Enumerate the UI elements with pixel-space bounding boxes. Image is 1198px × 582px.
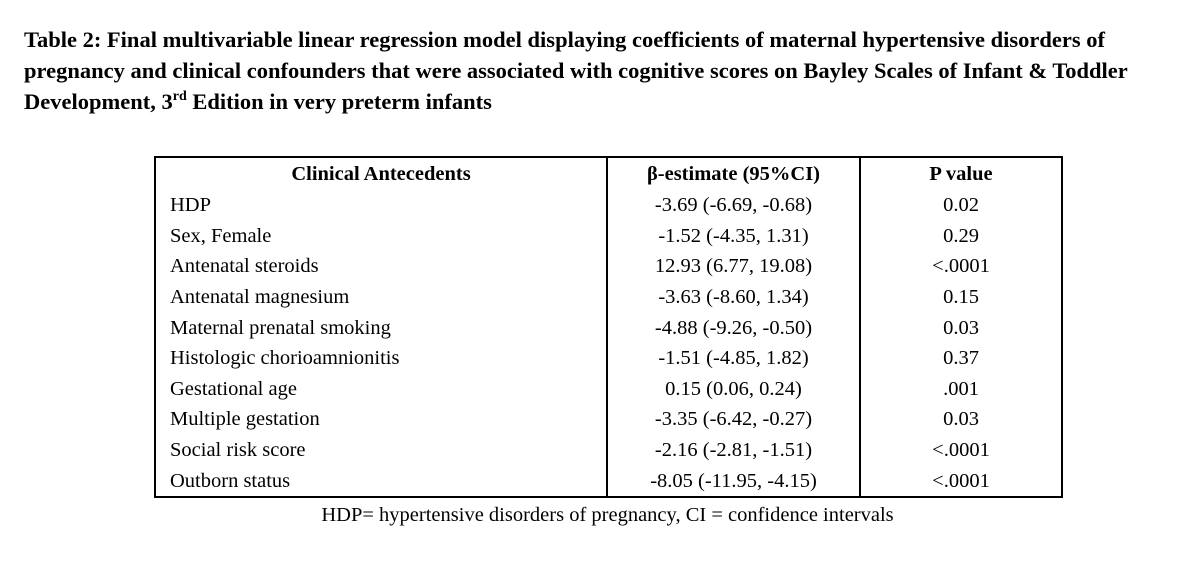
antecedent-cell: Sex, Female [154, 220, 608, 252]
antecedent-cell: Outborn status [154, 465, 608, 498]
table-row: Outborn status -8.05 (-11.95, -4.15) <.0… [154, 465, 1063, 498]
antecedent-cell: Maternal prenatal smoking [154, 312, 608, 343]
antecedent-cell: Multiple gestation [154, 404, 608, 435]
table-footnote: HDP= hypertensive disorders of pregnancy… [321, 504, 894, 526]
estimate-cell: -4.88 (-9.26, -0.50) [606, 312, 861, 343]
table-row: Antenatal magnesium -3.63 (-8.60, 1.34) … [154, 281, 1063, 313]
table-row: Social risk score -2.16 (-2.81, -1.51) <… [154, 434, 1063, 466]
caption-text-end: Edition in very preterm infants [186, 89, 492, 114]
estimate-cell: -1.51 (-4.85, 1.82) [606, 342, 861, 374]
table-row: Histologic chorioamnionitis -1.51 (-4.85… [154, 342, 1063, 374]
header-clinical-antecedents: Clinical Antecedents [154, 156, 608, 190]
table-row: Sex, Female -1.52 (-4.35, 1.31) 0.29 [154, 220, 1063, 252]
antecedent-cell: Antenatal magnesium [154, 281, 608, 313]
estimate-cell: 0.15 (0.06, 0.24) [606, 373, 861, 405]
p-value-cell: <.0001 [859, 251, 1063, 282]
estimate-cell: -3.63 (-8.60, 1.34) [606, 281, 861, 313]
header-beta-estimate: β-estimate (95%CI) [606, 156, 861, 190]
estimate-cell: -3.35 (-6.42, -0.27) [606, 404, 861, 435]
table-row: Multiple gestation -3.35 (-6.42, -0.27) … [154, 404, 1063, 435]
estimate-cell: -2.16 (-2.81, -1.51) [606, 434, 861, 466]
p-value-cell: 0.03 [859, 404, 1063, 435]
estimate-cell: -3.69 (-6.69, -0.68) [606, 190, 861, 221]
antecedent-cell: Antenatal steroids [154, 251, 608, 282]
p-value-cell: <.0001 [859, 434, 1063, 466]
estimate-cell: -1.52 (-4.35, 1.31) [606, 220, 861, 252]
antecedent-cell: Histologic chorioamnionitis [154, 342, 608, 374]
p-value-cell: 0.29 [859, 220, 1063, 252]
antecedent-cell: Social risk score [154, 434, 608, 466]
caption-text: Table 2: Final multivariable linear regr… [24, 27, 1128, 114]
table-row: Maternal prenatal smoking -4.88 (-9.26, … [154, 312, 1063, 343]
table-row: HDP -3.69 (-6.69, -0.68) 0.02 [154, 190, 1063, 221]
table-caption: Table 2: Final multivariable linear regr… [24, 24, 1174, 117]
estimate-cell: -8.05 (-11.95, -4.15) [606, 465, 861, 498]
p-value-cell: .001 [859, 373, 1063, 405]
p-value-cell: 0.37 [859, 342, 1063, 374]
p-value-cell: 0.02 [859, 190, 1063, 221]
p-value-cell: 0.15 [859, 281, 1063, 313]
p-value-cell: 0.03 [859, 312, 1063, 343]
p-value-cell: <.0001 [859, 465, 1063, 498]
table-row: Gestational age 0.15 (0.06, 0.24) .001 [154, 373, 1063, 405]
table-header-row: Clinical Antecedents β-estimate (95%CI) … [154, 156, 1063, 190]
regression-table: Clinical Antecedents β-estimate (95%CI) … [154, 156, 1063, 498]
header-p-value: P value [859, 156, 1063, 190]
antecedent-cell: Gestational age [154, 373, 608, 405]
estimate-cell: 12.93 (6.77, 19.08) [606, 251, 861, 282]
antecedent-cell: HDP [154, 190, 608, 221]
caption-superscript: rd [172, 88, 187, 104]
table-row: Antenatal steroids 12.93 (6.77, 19.08) <… [154, 251, 1063, 282]
